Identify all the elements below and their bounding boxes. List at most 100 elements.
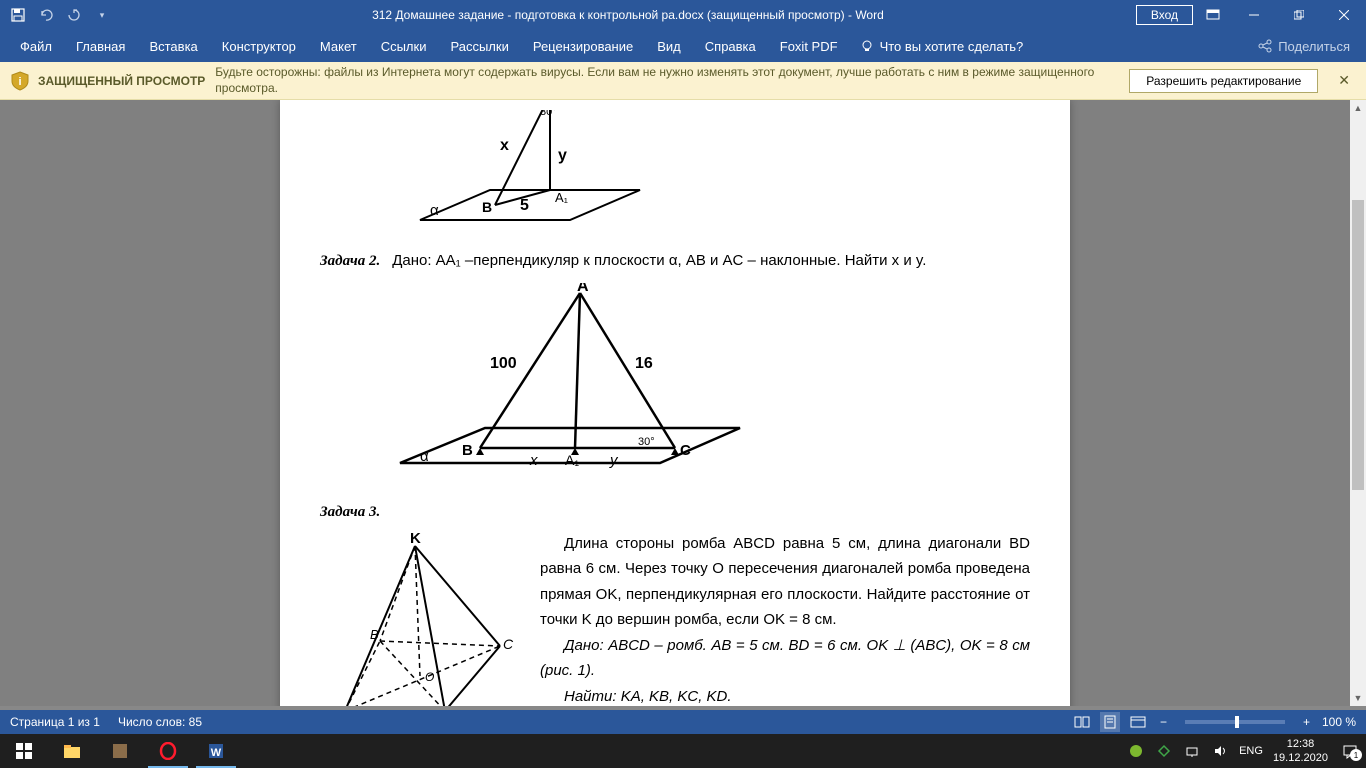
tab-mailings[interactable]: Рассылки [438,30,520,62]
login-button[interactable]: Вход [1136,5,1193,25]
svg-text:O: O [425,670,434,684]
tab-design[interactable]: Конструктор [210,30,308,62]
close-button[interactable] [1321,0,1366,30]
tell-me-text: Что вы хотите сделать? [880,39,1024,54]
print-layout-icon[interactable] [1100,712,1120,732]
problem-3-p3: Найти: KA, KB, KC, KD. [540,684,1030,707]
page-info[interactable]: Страница 1 из 1 [10,715,100,729]
scroll-down-icon[interactable]: ▼ [1350,690,1366,706]
problem-3-figure-col: K A B C D O [320,531,520,707]
system-clock[interactable]: 12:38 19.12.2020 [1273,737,1328,766]
svg-text:i: i [18,76,21,88]
window-title: 312 Домашнее задание - подготовка к конт… [120,8,1136,22]
zoom-slider-thumb[interactable] [1235,716,1239,728]
undo-icon[interactable] [38,7,54,23]
app-icon-1[interactable] [96,734,144,768]
tray-icon-1[interactable] [1127,742,1145,760]
shield-icon: i [10,71,30,91]
web-layout-icon[interactable] [1128,712,1148,732]
notif-badge: 1 [1350,749,1362,761]
vertical-scrollbar[interactable]: ▲ ▼ [1350,100,1366,706]
opera-icon[interactable] [144,734,192,768]
ribbon-display-icon[interactable] [1205,7,1221,23]
svg-text:C: C [503,636,514,652]
tab-layout[interactable]: Макет [308,30,369,62]
document-page: 30° x y B A₁ 5 α Задача 2. Дано: AA₁ –пе… [280,100,1070,706]
svg-text:B: B [462,442,473,459]
file-explorer-icon[interactable] [48,734,96,768]
language-indicator[interactable]: ENG [1239,745,1263,757]
lightbulb-icon [860,39,874,53]
problem-3-row: Задача 3. [320,503,1030,521]
svg-text:α: α [430,202,439,219]
save-icon[interactable] [10,7,26,23]
svg-text:A₁: A₁ [555,190,569,205]
svg-text:y: y [558,147,567,164]
problem-3-label: Задача 3. [320,504,380,520]
window-controls [1231,0,1366,30]
svg-text:30°: 30° [638,436,655,448]
tab-foxit[interactable]: Foxit PDF [768,30,850,62]
scroll-up-icon[interactable]: ▲ [1350,100,1366,116]
word-count[interactable]: Число слов: 85 [118,715,202,729]
zoom-level[interactable]: 100 % [1322,715,1356,729]
network-icon[interactable] [1183,742,1201,760]
word-icon[interactable]: W [192,734,240,768]
problem-2-text: Дано: AA₁ –перпендикуляр к плоскости α, … [385,253,927,269]
read-mode-icon[interactable] [1072,712,1092,732]
maximize-button[interactable] [1276,0,1321,30]
scroll-thumb[interactable] [1352,200,1364,490]
svg-text:100: 100 [490,355,517,372]
tab-help[interactable]: Справка [693,30,768,62]
start-button[interactable] [0,734,48,768]
svg-text:A₁: A₁ [565,452,579,468]
svg-text:B: B [482,199,492,215]
zoom-out-button[interactable]: − [1156,715,1171,729]
tab-home[interactable]: Главная [64,30,137,62]
quick-access-toolbar: ▾ [0,7,120,23]
svg-text:y: y [609,452,619,469]
svg-text:5: 5 [520,197,529,214]
tab-view[interactable]: Вид [645,30,693,62]
tab-references[interactable]: Ссылки [369,30,439,62]
status-right: − + 100 % [1072,712,1356,732]
redo-icon[interactable] [66,7,82,23]
tab-review[interactable]: Рецензирование [521,30,645,62]
tray-icon-2[interactable] [1155,742,1173,760]
minimize-button[interactable] [1231,0,1276,30]
problem-3-text-col: Длина стороны ромба ABCD равна 5 см, дли… [540,531,1030,707]
ribbon-tabs: Файл Главная Вставка Конструктор Макет С… [0,30,1366,62]
notifications-icon[interactable]: 1 [1338,739,1362,763]
tell-me-search[interactable]: Что вы хотите сделать? [860,39,1024,54]
close-protected-bar-icon[interactable]: ✕ [1332,72,1356,89]
share-button[interactable]: Поделиться [1258,39,1358,54]
svg-text:x: x [500,137,509,154]
enable-editing-button[interactable]: Разрешить редактирование [1129,69,1318,93]
svg-text:W: W [211,747,222,759]
share-icon [1258,39,1272,53]
qat-dropdown-icon[interactable]: ▾ [94,7,110,23]
status-left: Страница 1 из 1 Число слов: 85 [10,715,202,729]
clock-time: 12:38 [1273,737,1328,751]
volume-icon[interactable] [1211,742,1229,760]
share-label: Поделиться [1278,39,1350,54]
svg-text:α: α [420,448,429,465]
geometry-figure-3: K A B C D O [320,531,520,707]
svg-text:C: C [680,442,691,459]
svg-text:16: 16 [635,355,653,372]
zoom-slider[interactable] [1185,720,1285,724]
problem-3-body: K A B C D O Длина стороны ромба ABCD рав… [320,531,1030,707]
title-bar: ▾ 312 Домашнее задание - подготовка к ко… [0,0,1366,30]
tab-file[interactable]: Файл [8,30,64,62]
problem-2-row: Задача 2. Дано: AA₁ –перпендикуляр к пло… [320,250,1030,273]
svg-text:x: x [529,452,538,469]
tab-insert[interactable]: Вставка [137,30,209,62]
zoom-in-button[interactable]: + [1299,715,1314,729]
system-tray: ENG 12:38 19.12.2020 1 [1127,737,1366,766]
problem-3-p1: Длина стороны ромба ABCD равна 5 см, дли… [540,531,1030,633]
geometry-figure-2: A 100 16 B A₁ C x y 30° α [380,283,760,493]
svg-text:B: B [370,627,379,642]
status-bar: Страница 1 из 1 Число слов: 85 − + 100 % [0,710,1366,734]
svg-text:30°: 30° [540,110,557,118]
problem-2-label: Задача 2. [320,253,380,269]
